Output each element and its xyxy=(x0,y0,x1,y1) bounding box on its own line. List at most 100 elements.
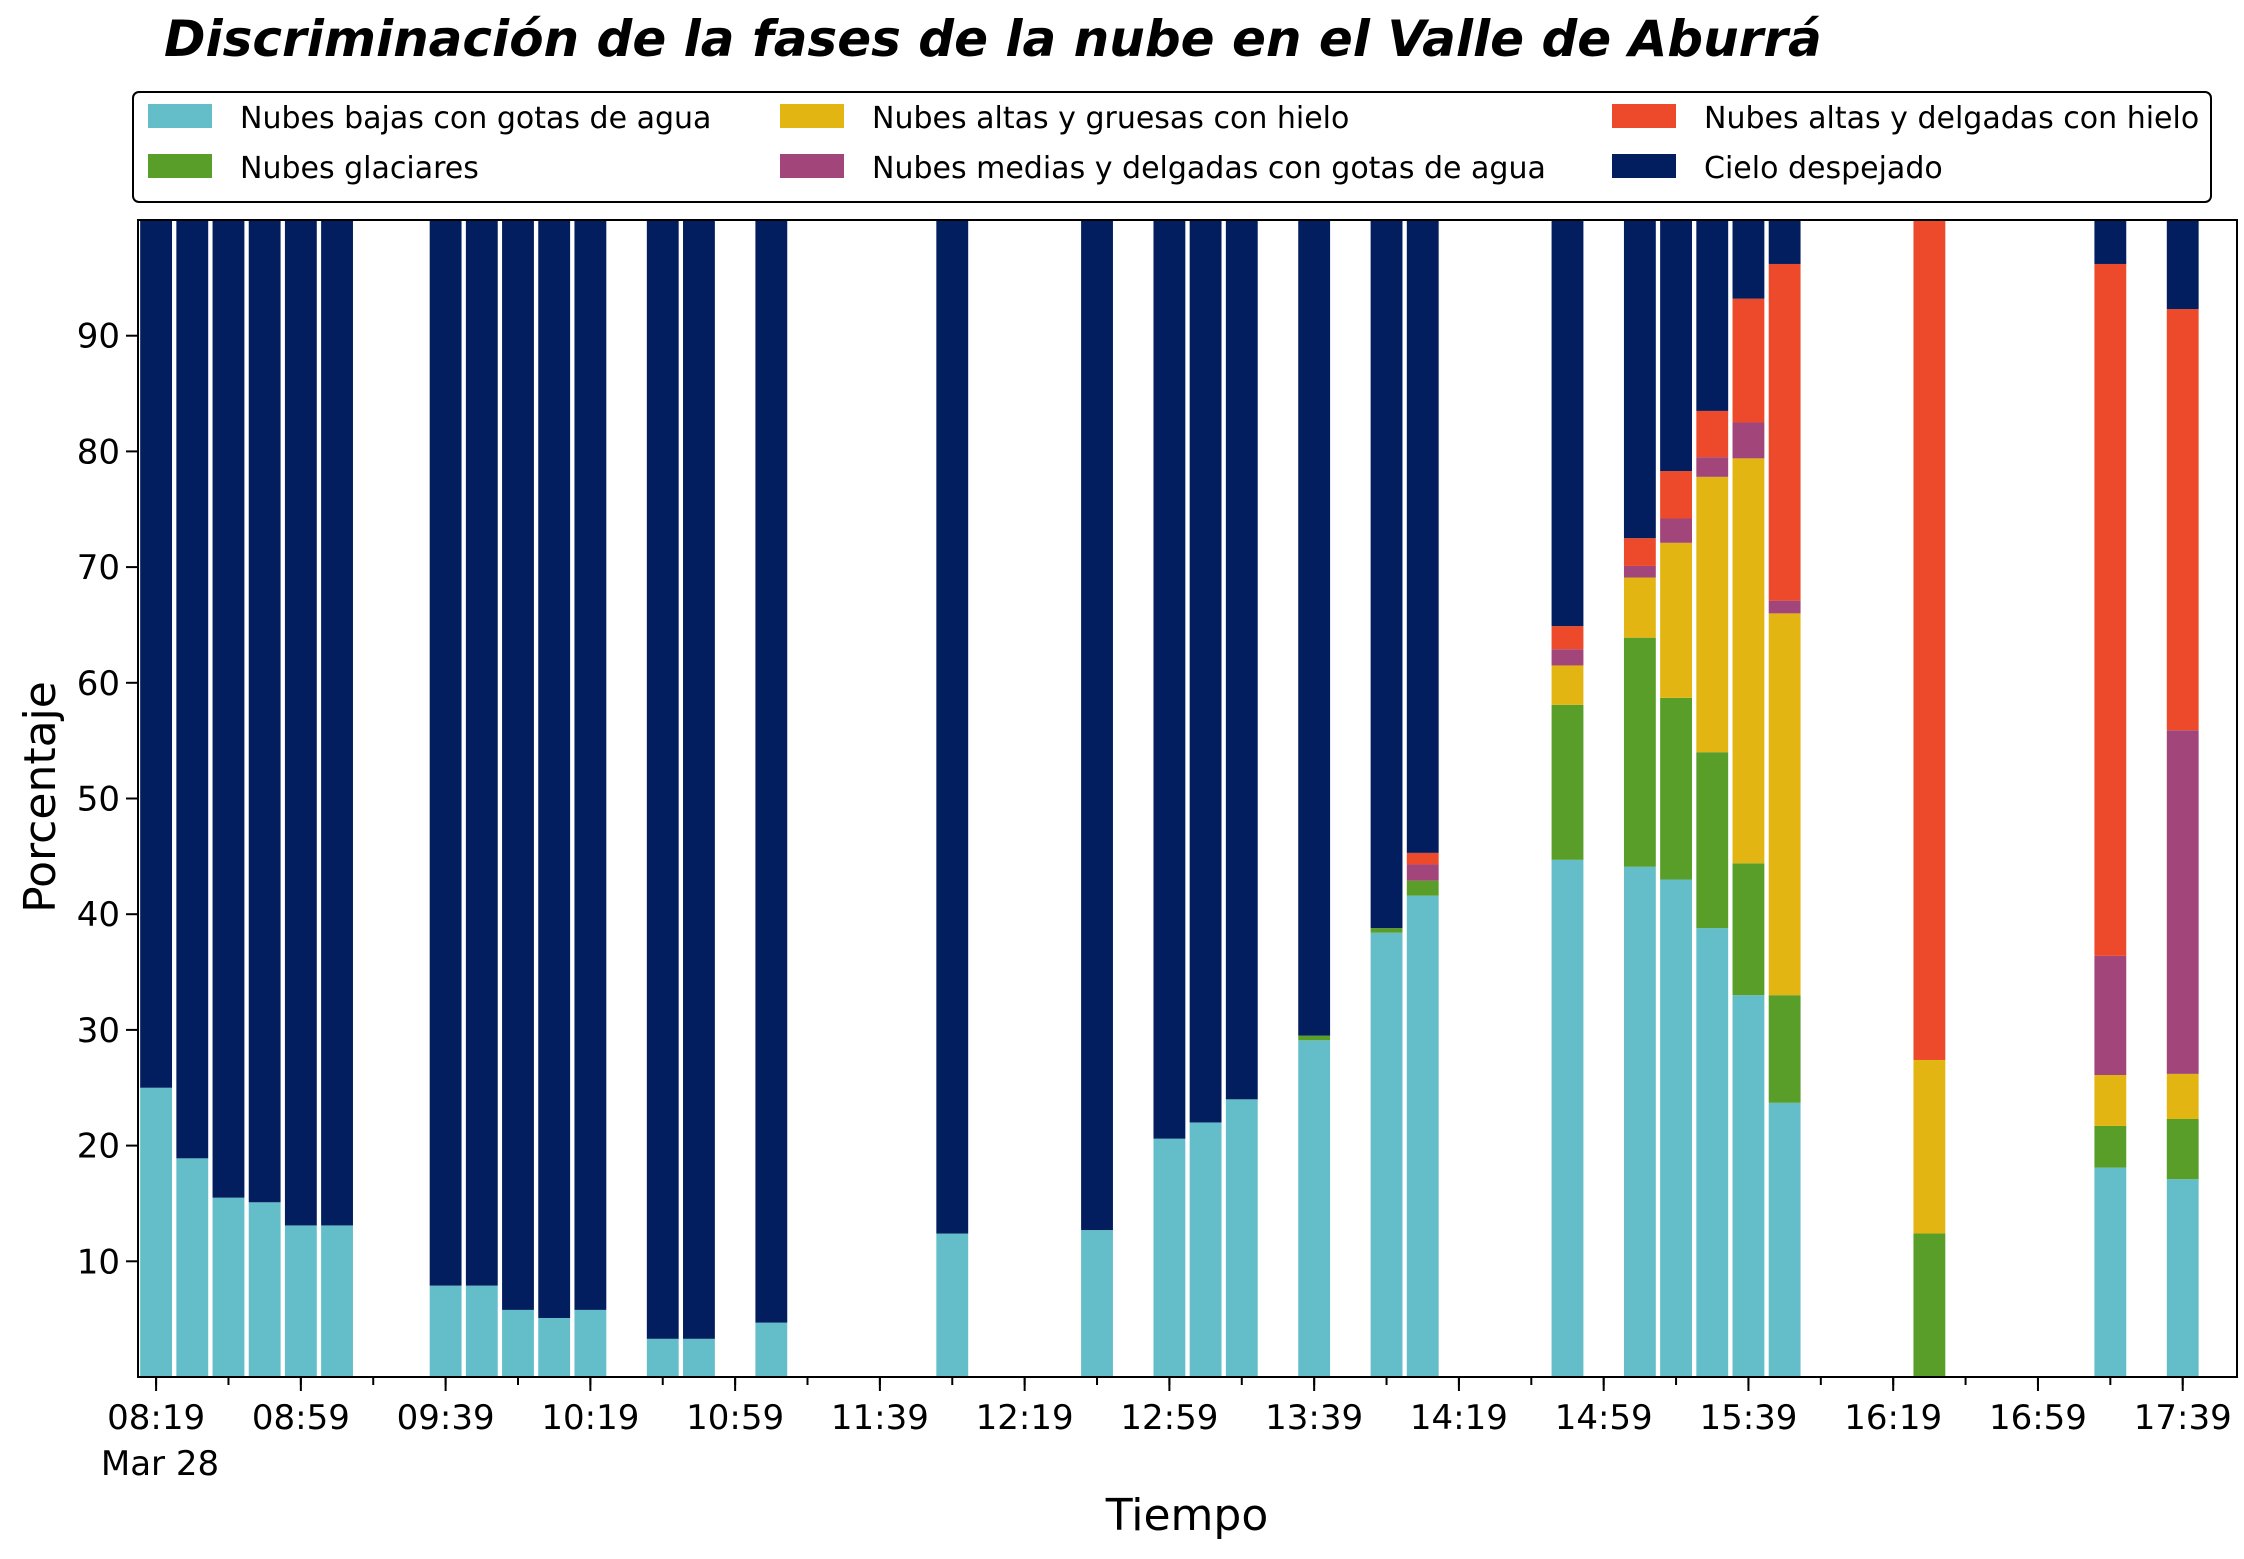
bar-segment-1039-s0 xyxy=(646,1338,679,1377)
x-tick-label: 08:59 xyxy=(252,1398,350,1438)
bar-segment-0849-s5 xyxy=(248,220,281,1203)
bar-segment-1719-s2 xyxy=(2094,1075,2127,1126)
x-tick-label: 17:39 xyxy=(2134,1398,2232,1438)
bar-segment-1359-s1 xyxy=(1370,928,1403,933)
legend-entry-label: Nubes bajas con gotas de agua xyxy=(240,101,711,136)
y-tick-label: 80 xyxy=(77,432,120,472)
bar-segment-1309-s0 xyxy=(1189,1122,1222,1377)
y-tick-label: 40 xyxy=(77,895,120,935)
bar-segment-1519-s4 xyxy=(1660,471,1692,519)
bar-segment-1319-s0 xyxy=(1225,1099,1258,1377)
bar-segment-1509-s1 xyxy=(1623,637,1656,867)
bar-segment-1629-s1 xyxy=(1913,1233,1946,1377)
bar-segment-1549-s4 xyxy=(1768,263,1801,601)
bar-segment-1339-s1 xyxy=(1298,1035,1331,1041)
bar-segment-1449-s2 xyxy=(1551,665,1584,705)
bar-segment-1739-s1 xyxy=(2166,1118,2199,1180)
bar-segment-1529-s4 xyxy=(1696,410,1729,458)
bar-segment-1539-s2 xyxy=(1732,458,1765,864)
bar-segment-0909-s0 xyxy=(321,1225,353,1377)
bar-segment-1549-s1 xyxy=(1768,995,1801,1103)
bar-segment-1049-s0 xyxy=(683,1338,715,1377)
bar-segment-1539-s5 xyxy=(1732,220,1765,299)
legend-entry-label: Cielo despejado xyxy=(1704,151,1943,186)
bar-segment-0949-s0 xyxy=(465,1285,498,1377)
bar-segment-1719-s1 xyxy=(2094,1125,2127,1168)
bar-segment-1409-s3 xyxy=(1406,864,1439,881)
bar-segment-1449-s4 xyxy=(1551,626,1584,650)
bar-segment-1549-s5 xyxy=(1768,220,1801,264)
bar-segment-0859-s0 xyxy=(284,1225,317,1377)
y-tick-label: 10 xyxy=(77,1242,120,1282)
x-tick-label: 15:39 xyxy=(1699,1398,1797,1438)
bar-segment-0939-s0 xyxy=(429,1285,462,1377)
legend-frame xyxy=(132,91,2212,203)
bar-segment-1039-s5 xyxy=(646,220,679,1339)
bar-segment-1309-s5 xyxy=(1189,220,1222,1123)
bar-segment-1339-s5 xyxy=(1298,220,1331,1036)
y-tick-label: 90 xyxy=(77,317,120,357)
bar-segment-1019-s0 xyxy=(574,1309,607,1377)
bar-segment-1539-s1 xyxy=(1732,863,1765,996)
bar-segment-1739-s4 xyxy=(2166,309,2199,731)
bar-segment-0849-s0 xyxy=(248,1202,281,1377)
bar-segment-1719-s5 xyxy=(2094,220,2127,264)
bar-segment-1509-s4 xyxy=(1623,538,1656,566)
bar-segment-1409-s0 xyxy=(1406,895,1439,1377)
x-tick-label: 10:59 xyxy=(686,1398,784,1438)
bar-segment-0859-s5 xyxy=(284,220,317,1226)
x-axis: 08:19 08:59 09:39 10:19 10:59 11:39 12:19 12:59… xyxy=(107,1377,2232,1438)
bar-segment-0949-s5 xyxy=(465,220,498,1286)
legend-swatch xyxy=(780,154,844,178)
bar-segment-1239-s0 xyxy=(1081,1230,1113,1377)
bar-segment-1539-s3 xyxy=(1732,422,1765,459)
bar-segment-0829-s5 xyxy=(176,220,209,1159)
bar-segment-1339-s0 xyxy=(1298,1040,1331,1377)
legend-entry-label: Nubes altas y gruesas con hielo xyxy=(872,101,1349,136)
x-axis-label: Tiempo xyxy=(1105,1490,1269,1541)
y-axis-label: Porcentaje xyxy=(15,681,66,913)
bar-segment-1409-s5 xyxy=(1406,220,1439,853)
bar-segment-1509-s2 xyxy=(1623,577,1656,638)
x-tick-label: 09:39 xyxy=(397,1398,495,1438)
x-date-label: Mar 28 xyxy=(101,1444,219,1484)
x-tick-label: 08:19 xyxy=(107,1398,205,1438)
bar-segment-1259-s0 xyxy=(1153,1138,1186,1377)
bar-segment-1549-s3 xyxy=(1768,600,1801,614)
x-tick-label: 14:19 xyxy=(1410,1398,1508,1438)
bar-segment-1519-s0 xyxy=(1660,879,1692,1377)
bar-segment-1449-s3 xyxy=(1551,649,1584,666)
bar-segment-1519-s2 xyxy=(1660,542,1692,698)
bar-segment-0909-s5 xyxy=(321,220,353,1226)
bar-segment-1519-s1 xyxy=(1660,697,1692,880)
y-tick-label: 50 xyxy=(77,780,120,820)
bar-segment-1359-s5 xyxy=(1370,220,1403,929)
bar-segment-1409-s1 xyxy=(1406,880,1439,896)
bar-segment-1519-s5 xyxy=(1660,220,1692,472)
bar-segment-1529-s1 xyxy=(1696,752,1729,929)
bar-segment-1259-s5 xyxy=(1153,220,1186,1139)
bar-segment-1509-s5 xyxy=(1623,220,1656,539)
x-tick-label: 16:19 xyxy=(1844,1398,1942,1438)
bar-segment-1719-s3 xyxy=(2094,955,2127,1076)
legend-swatch xyxy=(148,154,212,178)
legend-entry-label: Nubes altas y delgadas con hielo xyxy=(1704,101,2199,136)
y-axis: 10 20 30 40 50 60 70 80 90 xyxy=(77,317,138,1282)
bar-segment-1549-s0 xyxy=(1768,1102,1801,1377)
legend-swatch xyxy=(1612,154,1676,178)
bar-segment-1739-s3 xyxy=(2166,730,2199,1074)
bar-segment-1509-s0 xyxy=(1623,866,1656,1377)
bar-segment-1519-s3 xyxy=(1660,518,1692,543)
bar-segment-1449-s5 xyxy=(1551,220,1584,627)
y-tick-label: 60 xyxy=(77,664,120,704)
legend-swatch xyxy=(1612,104,1676,128)
bar-segment-1409-s4 xyxy=(1406,852,1439,865)
bars xyxy=(140,220,2199,1377)
y-tick-label: 20 xyxy=(77,1127,120,1167)
bar-segment-1159-s5 xyxy=(936,220,969,1234)
bar-segment-1719-s4 xyxy=(2094,263,2127,956)
x-tick-label: 13:39 xyxy=(1265,1398,1363,1438)
bar-segment-1009-s5 xyxy=(538,220,571,1318)
x-tick-label: 11:39 xyxy=(831,1398,929,1438)
